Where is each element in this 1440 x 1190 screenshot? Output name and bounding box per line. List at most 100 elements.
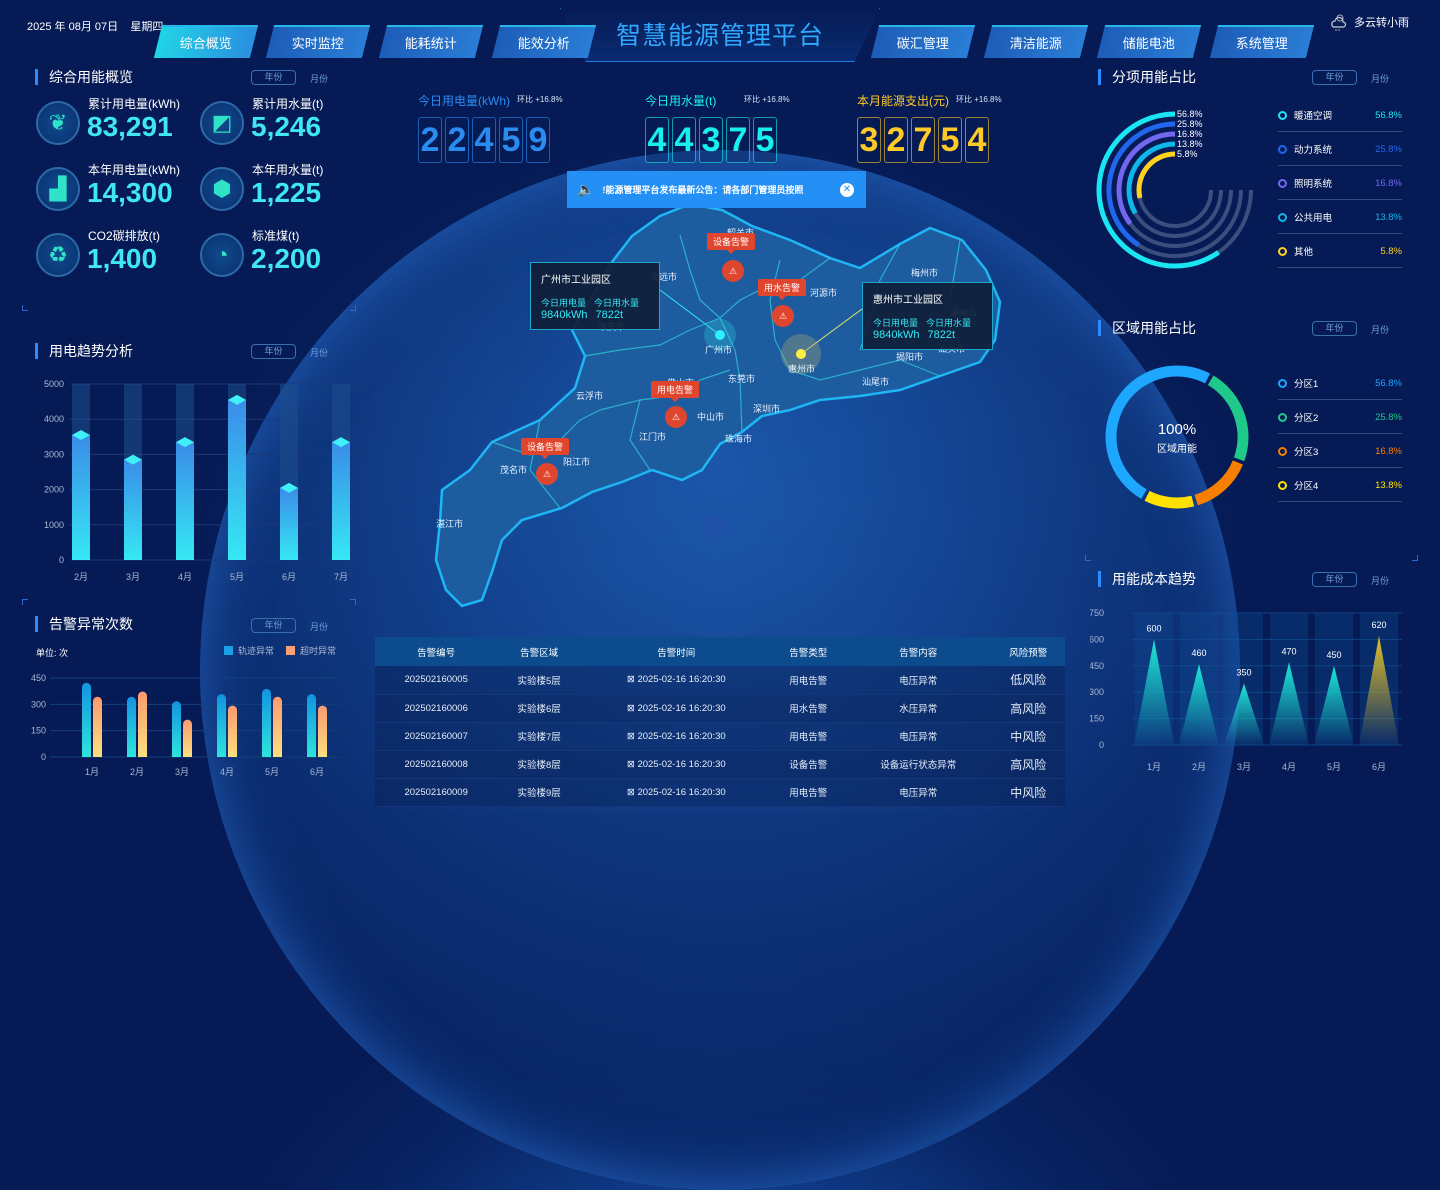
radial-label: 5.8% <box>1177 149 1198 159</box>
speaker-icon: 🔈 <box>577 181 595 197</box>
bar-trend-icon: ▟ <box>36 167 80 211</box>
legend-item[interactable]: 分区1 56.8% <box>1278 367 1402 400</box>
y-tick-label: 750 <box>1090 608 1104 618</box>
table-cell: 中风险 <box>991 722 1065 751</box>
stat-card: ♻ CO2碳排放(t) 1,400 <box>36 229 196 293</box>
alert-badge[interactable]: 设备告警 <box>521 438 570 459</box>
table-cell: ⊠ 2025-02-16 16:20:30 <box>580 750 772 779</box>
table-row[interactable]: 202502160006 实验楼6层 ⊠ 2025-02-16 16:20:30 用水… <box>375 694 1065 723</box>
guangzhou-dot <box>715 330 725 340</box>
kpi-label: 本月能源支出(元) <box>857 94 949 108</box>
x-tick-label: 5月 <box>230 572 244 582</box>
table-row[interactable]: 202502160008 实验楼8层 ⊠ 2025-02-16 16:20:30 设备… <box>375 750 1065 779</box>
legend-item[interactable]: 分区4 13.8% <box>1278 469 1402 502</box>
radial-label: 16.8% <box>1177 129 1203 139</box>
city-label: 云浮市 <box>576 391 604 401</box>
legend-item[interactable]: 公共用电 13.8% <box>1278 201 1402 234</box>
corner-decoration <box>22 305 28 311</box>
table-cell: 高风险 <box>991 750 1065 779</box>
legend-item[interactable]: 照明系统 16.8% <box>1278 167 1402 200</box>
legend-name: 暖通空调 <box>1294 111 1333 122</box>
legend-dot <box>1278 412 1287 422</box>
corner-decoration <box>1085 555 1091 561</box>
alarm-marker-icon[interactable]: ⚠ <box>665 406 687 428</box>
month-toggle[interactable]: 月份 <box>1371 576 1390 586</box>
city-label: 珠海市 <box>725 434 753 444</box>
table-cell: 实验楼6层 <box>497 694 581 723</box>
year-toggle[interactable]: 年份 <box>251 70 296 85</box>
legend-item[interactable]: 分区3 16.8% <box>1278 435 1402 468</box>
bar <box>138 691 147 757</box>
alarm-marker-icon[interactable]: ⚠ <box>772 305 794 327</box>
x-tick-label: 3月 <box>175 767 189 777</box>
month-toggle[interactable]: 月份 <box>310 348 329 358</box>
weather: 多云转小雨 <box>1328 12 1409 32</box>
stat-card: ▟ 本年用电量(kWh) 14,300 <box>36 163 196 227</box>
table-cell: ⊠ 2025-02-16 16:20:30 <box>580 694 772 723</box>
data-label: 350 <box>1236 667 1251 677</box>
radial-label: 25.8% <box>1177 119 1203 129</box>
kpi-digit: 3 <box>857 117 881 163</box>
month-toggle[interactable]: 月份 <box>1371 74 1390 84</box>
year-toggle[interactable]: 年份 <box>1312 572 1357 587</box>
stat-value: 83,291 <box>87 111 173 142</box>
alert-badge[interactable]: 设备告警 <box>707 233 756 254</box>
stat-value: 14,300 <box>87 177 173 208</box>
year-toggle[interactable]: 年份 <box>251 618 296 633</box>
kpi-digit: 4 <box>472 117 496 163</box>
corner-decoration <box>1412 555 1418 561</box>
table-cell: 用电告警 <box>771 666 845 695</box>
kpi-digit: 7 <box>726 117 750 163</box>
city-label: 湛江市 <box>436 519 464 529</box>
bar <box>82 682 91 757</box>
month-toggle[interactable]: 月份 <box>310 622 329 632</box>
table-row[interactable]: 202502160005 实验楼5层 ⊠ 2025-02-16 16:20:30 用电… <box>375 666 1065 695</box>
close-icon[interactable]: ✕ <box>840 182 854 197</box>
alert-badge[interactable]: 用水告警 <box>758 279 807 300</box>
section-title-cost-trend: 用能成本趋势 <box>1098 571 1196 587</box>
city-label: 阳江市 <box>563 457 591 467</box>
alarm-marker-icon[interactable]: ⚠ <box>536 463 558 485</box>
table-cell: 电压异常 <box>844 666 992 695</box>
tooltip-connector <box>659 289 721 336</box>
month-toggle[interactable]: 月份 <box>310 74 329 84</box>
donut-center-label: 区域用能 <box>1157 444 1197 455</box>
notice-bar[interactable]: 🔈 !能源管理平台发布最新公告：请各部门管理员按照 ✕ <box>567 171 866 208</box>
alarm-marker-icon[interactable]: ⚠ <box>722 260 744 282</box>
legend-item[interactable]: 动力系统 25.8% <box>1278 133 1402 166</box>
month-toggle[interactable]: 月份 <box>1371 325 1390 335</box>
table-row[interactable]: 202502160007 实验楼7层 ⊠ 2025-02-16 16:20:30 用电… <box>375 722 1065 751</box>
radial-bar <box>1126 141 1176 215</box>
notice-text: !能源管理平台发布最新公告：请各部门管理员按照 <box>602 185 804 195</box>
year-toggle[interactable]: 年份 <box>251 344 296 359</box>
corner-decoration <box>350 599 356 605</box>
legend-item[interactable]: 其他 5.8% <box>1278 235 1402 268</box>
legend-name: 分区1 <box>1294 379 1319 390</box>
bar <box>332 442 350 560</box>
radial-label: 56.8% <box>1177 109 1203 119</box>
title-frame <box>560 8 880 62</box>
legend-name: 分区2 <box>1294 413 1319 424</box>
x-tick-label: 3月 <box>126 572 140 582</box>
alert-badge[interactable]: 用电告警 <box>651 381 700 402</box>
kpi-digit: 4 <box>645 117 669 163</box>
cone-bar <box>1359 635 1399 745</box>
city-label: 惠州市 <box>788 364 816 374</box>
glow-dot <box>704 515 726 537</box>
table-cell: 低风险 <box>991 666 1065 695</box>
bar-top <box>332 437 350 448</box>
y-tick-label: 450 <box>31 673 46 683</box>
year-toggle[interactable]: 年份 <box>1312 321 1357 336</box>
legend-value: 16.8% <box>1375 445 1402 457</box>
legend-item[interactable]: 暖通空调 56.8% <box>1278 99 1402 132</box>
year-toggle[interactable]: 年份 <box>1312 70 1357 85</box>
bar-top <box>228 394 246 405</box>
legend-value: 56.8% <box>1375 377 1402 389</box>
table-row[interactable]: 202502160009 实验楼9层 ⊠ 2025-02-16 16:20:30 用电… <box>375 778 1065 807</box>
alarm-time: 2025-02-16 16:20:30 <box>637 730 726 742</box>
cone-bar <box>1134 639 1174 745</box>
legend-item[interactable]: 分区2 25.8% <box>1278 401 1402 434</box>
table-cell: 用水告警 <box>771 694 845 723</box>
table-cell: 实验楼7层 <box>497 722 581 751</box>
